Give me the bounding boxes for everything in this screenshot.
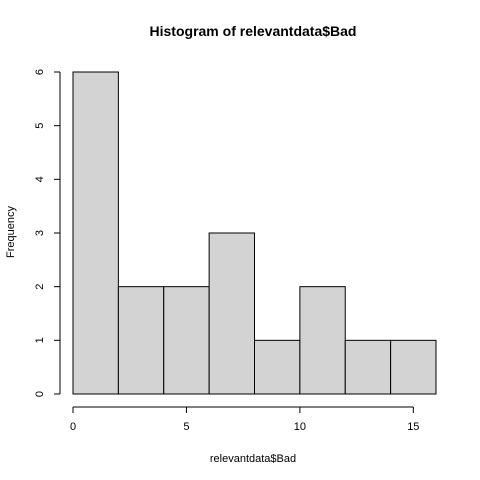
x-axis-label: relevantdata$Bad xyxy=(210,453,296,465)
histogram-bar xyxy=(344,339,392,395)
y-tick-label: 1 xyxy=(34,337,46,343)
y-tick-label: 3 xyxy=(34,230,46,236)
x-tick-label: 15 xyxy=(407,421,419,433)
histogram-bar xyxy=(299,286,346,395)
histogram-bar xyxy=(390,339,437,395)
histogram-bar xyxy=(163,286,210,395)
y-tick-label: 5 xyxy=(34,123,46,129)
histogram-bar xyxy=(117,286,165,395)
x-tick-label: 0 xyxy=(70,421,76,433)
y-axis: 0 1 2 3 4 5 6 xyxy=(34,69,61,397)
y-axis-label: Frequency xyxy=(5,206,17,258)
x-tick-label: 10 xyxy=(294,421,306,433)
chart-title: Histogram of relevantdata$Bad xyxy=(150,23,357,39)
histogram-bar xyxy=(254,339,301,395)
histogram-bar xyxy=(72,71,119,395)
x-tick-label: 5 xyxy=(183,421,189,433)
y-tick-label: 6 xyxy=(34,69,46,75)
y-tick-label: 4 xyxy=(34,176,46,182)
y-tick-label: 0 xyxy=(34,391,46,397)
x-axis: 0 5 10 15 xyxy=(70,406,419,433)
histogram-bar xyxy=(208,232,255,395)
y-tick-label: 2 xyxy=(34,284,46,290)
bars-group xyxy=(72,71,437,395)
